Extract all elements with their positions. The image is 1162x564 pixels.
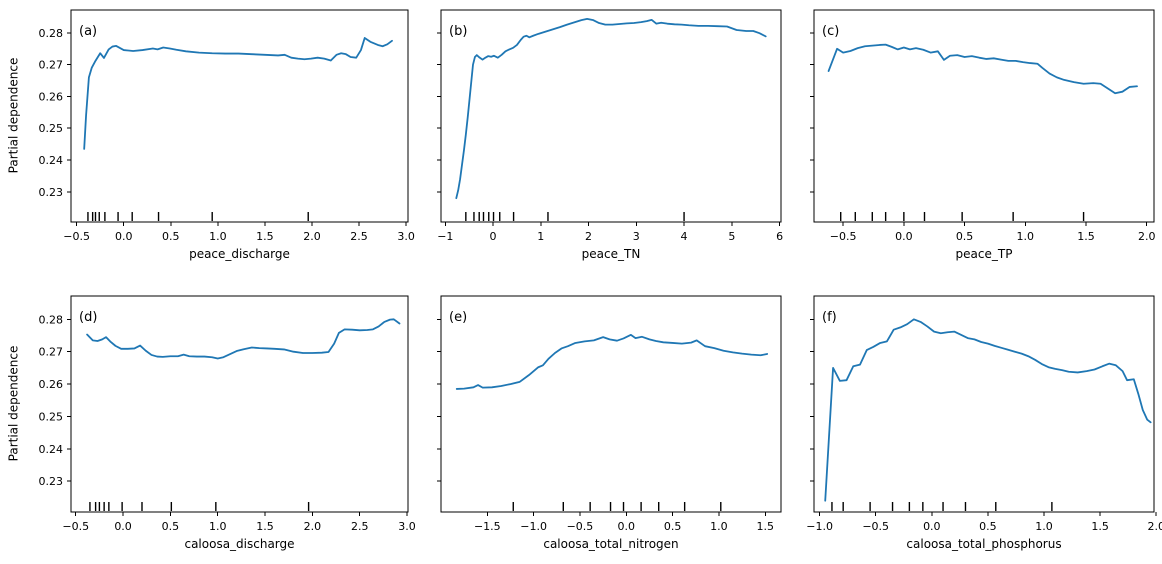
x-tick-label: 1.0: [710, 520, 728, 533]
y-tick-label: 0.25: [39, 122, 64, 135]
x-tick-label: 0.5: [162, 520, 180, 533]
x-tick-label: 0.0: [618, 520, 636, 533]
x-tick-label: 6: [776, 230, 783, 243]
x-tick-label: 2.5: [351, 520, 369, 533]
y-tick-label: 0.28: [39, 27, 64, 40]
x-axis-label-b: peace_TN: [582, 247, 641, 261]
x-tick-label: 0.5: [664, 520, 682, 533]
x-tick-label: 1.5: [1091, 520, 1109, 533]
x-axis-label-e: caloosa_total_nitrogen: [543, 537, 678, 551]
x-tick-label: 0.0: [114, 520, 132, 533]
x-tick-label: 3: [633, 230, 640, 243]
x-tick-label: 4: [681, 230, 688, 243]
y-tick-label: 0.26: [39, 378, 64, 391]
pd-curve-d: [86, 318, 401, 360]
x-tick-label: 1.5: [1077, 230, 1095, 243]
x-axis-label-f: caloosa_total_phosphorus: [906, 537, 1061, 551]
x-tick-label: −1.0: [806, 520, 833, 533]
axes-box: [440, 295, 782, 513]
x-tick-label: −1.5: [474, 520, 501, 533]
x-tick-label: 1.5: [256, 230, 274, 243]
x-axis-label-d: caloosa_discharge: [184, 537, 294, 551]
y-tick-label: 0.23: [39, 186, 64, 199]
pd-curve-c: [827, 43, 1138, 95]
axes-box: [813, 295, 1155, 513]
x-tick-label: 0.0: [115, 230, 133, 243]
panel-letter-d: (d): [79, 310, 97, 325]
x-tick-label: 1: [537, 230, 544, 243]
axes-box: [70, 9, 409, 223]
panel-f: −1.0 −0.5 0.0 0.5 1.0 1.5 2.0 (f) caloosa_total_…: [806, 295, 1162, 551]
panel-letter-c: (c): [822, 24, 839, 39]
x-tick-label: 3.0: [397, 230, 415, 243]
x-tick-label: 1.5: [757, 520, 775, 533]
y-tick-label: 0.26: [39, 90, 64, 103]
y-tick-label: 0.23: [39, 475, 64, 488]
x-tick-label: −0.5: [62, 520, 89, 533]
x-tick-label: 0.0: [895, 230, 913, 243]
x-tick-label: 0.5: [956, 230, 974, 243]
x-tick-label: −0.5: [862, 520, 889, 533]
x-tick-label: 1.0: [1017, 230, 1035, 243]
x-tick-label: 0.0: [923, 520, 941, 533]
axes-box: [70, 295, 409, 513]
panel-d: −0.5 0.0 0.5 1.0 1.5 2.0 2.5 3.0 0.23 0.24 0.25 0.2…: [39, 295, 416, 551]
x-tick-label: 0.5: [162, 230, 180, 243]
x-axis-label-c: peace_TP: [956, 247, 1013, 261]
x-tick-label: −1: [437, 230, 453, 243]
x-tick-label: −0.5: [63, 230, 90, 243]
y-tick-label: 0.28: [39, 313, 64, 326]
panel-letter-f: (f): [822, 310, 837, 325]
x-tick-label: 2.0: [1138, 230, 1156, 243]
y-tick-label: 0.25: [39, 410, 64, 423]
panel-letter-a: (a): [79, 24, 97, 39]
panel-b: −1 0 1 2 3 4 5 6 (b) peace_TN: [437, 9, 783, 261]
x-tick-label: 2.0: [303, 230, 321, 243]
x-tick-label: 0: [490, 230, 497, 243]
x-tick-label: −0.5: [830, 230, 857, 243]
x-axis-label-a: peace_discharge: [189, 247, 290, 261]
x-tick-label: 2.5: [350, 230, 368, 243]
x-tick-label: 1.0: [209, 520, 227, 533]
panel-c: −0.5 0.0 0.5 1.0 1.5 2.0 (c) peace_TP: [810, 9, 1156, 261]
x-tick-label: 1.0: [1035, 520, 1053, 533]
axes-box: [440, 9, 782, 223]
panel-e: −1.5 −1.0 −0.5 0.0 0.5 1.0 1.5 (e) caloosa_total…: [437, 295, 782, 551]
x-tick-label: 2.0: [1147, 520, 1162, 533]
pd-curve-b: [455, 17, 767, 200]
y-axis-label-row1: Partial dependence: [6, 57, 21, 174]
y-tick-label: 0.27: [39, 59, 64, 72]
pd-curve-a: [83, 37, 393, 150]
panel-a: −0.5 0.0 0.5 1.0 1.5 2.0 2.5 3.0 0.23 0.24 0.25 0.2…: [39, 9, 415, 261]
panel-letter-e: (e): [449, 310, 467, 325]
x-tick-label: −1.0: [520, 520, 547, 533]
x-tick-label: −0.5: [567, 520, 594, 533]
panel-letter-b: (b): [449, 24, 467, 39]
y-axis-label-row2: Partial dependence: [6, 345, 21, 462]
x-tick-label: 2.0: [304, 520, 322, 533]
x-tick-label: 3.0: [398, 520, 416, 533]
pd-curve-f: [824, 318, 1152, 502]
x-tick-label: 0.5: [979, 520, 997, 533]
axes-box: [813, 9, 1155, 223]
x-tick-label: 5: [728, 230, 735, 243]
x-tick-label: 2: [585, 230, 592, 243]
y-tick-label: 0.27: [39, 346, 64, 359]
y-tick-label: 0.24: [39, 154, 64, 167]
x-tick-label: 1.0: [209, 230, 227, 243]
y-tick-label: 0.24: [39, 443, 64, 456]
x-tick-label: 1.5: [256, 520, 274, 533]
pd-curve-e: [455, 333, 768, 390]
